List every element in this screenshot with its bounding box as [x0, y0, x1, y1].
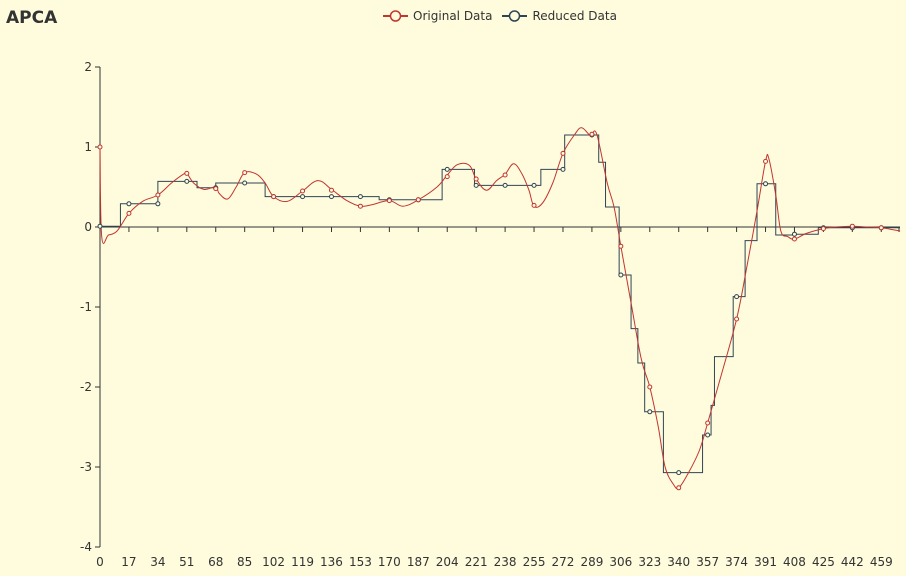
x-tick-label: 221 [465, 555, 488, 569]
point-original[interactable] [184, 170, 190, 176]
y-tick-label: -4 [80, 540, 92, 554]
point-original[interactable] [849, 223, 855, 229]
x-tick-label: 187 [407, 555, 430, 569]
x-tick-label: 204 [436, 555, 459, 569]
x-tick-label: 17 [121, 555, 136, 569]
point-reduced[interactable] [184, 178, 190, 184]
x-tick-label: 136 [320, 555, 343, 569]
point-original[interactable] [820, 226, 826, 232]
point-original[interactable] [763, 158, 769, 164]
point-reduced[interactable] [300, 194, 306, 200]
point-original[interactable] [300, 188, 306, 194]
point-reduced[interactable] [647, 409, 653, 415]
point-reduced[interactable] [242, 180, 248, 186]
point-reduced[interactable] [502, 182, 508, 188]
point-original[interactable] [415, 197, 421, 203]
point-original[interactable] [386, 198, 392, 204]
y-tick-label: 0 [84, 220, 92, 234]
chart-title: APCA [6, 8, 58, 28]
point-reduced[interactable] [155, 201, 161, 207]
point-original[interactable] [531, 202, 537, 208]
point-original[interactable] [242, 170, 248, 176]
point-original[interactable] [444, 174, 450, 180]
x-tick-label: 68 [208, 555, 223, 569]
legend-label-original: Original Data [413, 9, 493, 23]
point-original[interactable] [213, 186, 219, 192]
x-tick-label: 85 [237, 555, 252, 569]
legend-label-reduced: Reduced Data [532, 9, 617, 23]
series-line-original [99, 127, 901, 490]
x-tick-label: 119 [291, 555, 314, 569]
point-reduced[interactable] [618, 272, 624, 278]
x-tick-label: 323 [638, 555, 661, 569]
x-tick-label: 289 [580, 555, 603, 569]
point-original[interactable] [126, 210, 132, 216]
point-original[interactable] [502, 172, 508, 178]
x-tick-label: 170 [378, 555, 401, 569]
point-reduced[interactable] [791, 231, 797, 237]
legend-item-original[interactable]: Original Data [383, 9, 492, 23]
x-tick-label: 0 [96, 555, 104, 569]
point-reduced[interactable] [473, 182, 479, 188]
x-tick-label: 102 [262, 555, 285, 569]
point-reduced[interactable] [705, 432, 711, 438]
point-original[interactable] [271, 194, 277, 200]
x-tick-label: 306 [609, 555, 632, 569]
point-original[interactable] [705, 420, 711, 426]
series-line-reduced [100, 134, 900, 474]
point-reduced[interactable] [328, 194, 334, 200]
x-tick-label: 153 [349, 555, 372, 569]
point-original[interactable] [328, 187, 334, 193]
point-reduced[interactable] [531, 182, 537, 188]
y-tick-label: -3 [80, 460, 92, 474]
point-reduced[interactable] [763, 181, 769, 187]
x-tick-label: 272 [552, 555, 575, 569]
x-tick-label: 340 [667, 555, 690, 569]
y-tick-label: 2 [84, 60, 92, 74]
point-original[interactable] [97, 144, 103, 150]
point-reduced[interactable] [676, 470, 682, 476]
x-tick-label: 255 [523, 555, 546, 569]
y-tick-label: -2 [80, 380, 92, 394]
point-original[interactable] [676, 485, 682, 491]
point-original[interactable] [734, 316, 740, 322]
point-reduced[interactable] [126, 201, 132, 207]
legend-reduced-symbol [502, 10, 528, 22]
x-tick-label: 34 [150, 555, 165, 569]
point-original[interactable] [647, 384, 653, 390]
x-tick-label: 459 [870, 555, 893, 569]
point-reduced[interactable] [97, 223, 103, 229]
point-original[interactable] [560, 150, 566, 156]
point-original[interactable] [618, 243, 624, 249]
point-reduced[interactable] [734, 294, 740, 300]
y-tick-label: -1 [80, 300, 92, 314]
x-tick-label: 51 [179, 555, 194, 569]
x-tick-label: 442 [841, 555, 864, 569]
x-tick-label: 391 [754, 555, 777, 569]
y-tick-label: 1 [84, 140, 92, 154]
point-reduced[interactable] [357, 194, 363, 200]
legend-original-symbol [383, 10, 409, 22]
point-original[interactable] [357, 203, 363, 209]
x-tick-label: 425 [812, 555, 835, 569]
point-original[interactable] [155, 192, 161, 198]
x-tick-label: 408 [783, 555, 806, 569]
point-original[interactable] [878, 225, 884, 231]
x-tick-label: 357 [696, 555, 719, 569]
point-reduced[interactable] [444, 166, 450, 172]
x-tick-label: 374 [725, 555, 748, 569]
point-original[interactable] [473, 176, 479, 182]
legend: Original Data Reduced Data [0, 9, 906, 23]
point-original[interactable] [791, 236, 797, 242]
legend-item-reduced[interactable]: Reduced Data [502, 9, 617, 23]
point-original[interactable] [589, 131, 595, 137]
x-tick-label: 238 [494, 555, 517, 569]
point-reduced[interactable] [560, 166, 566, 172]
